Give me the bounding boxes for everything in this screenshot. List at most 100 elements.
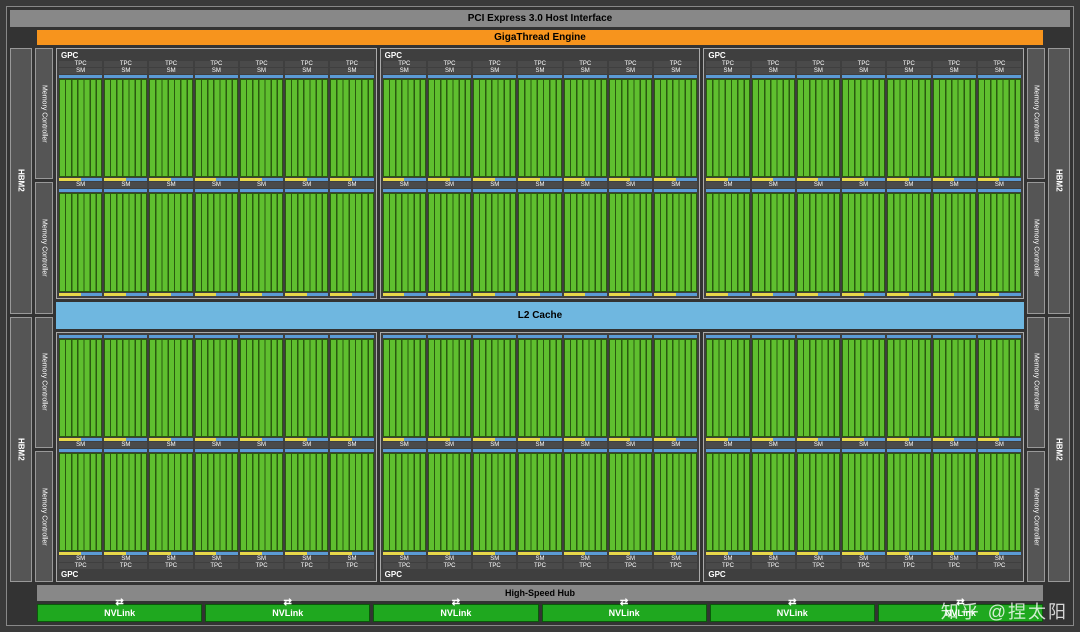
sm-row bbox=[706, 449, 1021, 555]
tpc-label: TPC bbox=[706, 61, 749, 67]
sm-label: SM bbox=[752, 68, 795, 74]
sm-cores bbox=[518, 453, 561, 551]
sm-block bbox=[428, 189, 471, 295]
sm-label: SM bbox=[240, 442, 283, 448]
sm-block bbox=[473, 449, 516, 555]
sm-cache-row bbox=[564, 438, 607, 441]
sm-dispatch bbox=[240, 189, 283, 192]
sm-block bbox=[518, 75, 561, 181]
sm-cache-row bbox=[59, 178, 102, 181]
sm-label: SM bbox=[887, 442, 930, 448]
sm-cache-row bbox=[797, 293, 840, 296]
sm-label: SM bbox=[842, 442, 885, 448]
sm-row bbox=[383, 335, 698, 441]
sm-label: SM bbox=[240, 556, 283, 562]
sm-block bbox=[752, 189, 795, 295]
sm-cache-row bbox=[978, 438, 1021, 441]
sm-dispatch bbox=[518, 449, 561, 452]
sm-block bbox=[842, 335, 885, 441]
sm-label: SM bbox=[518, 182, 561, 188]
sm-block bbox=[285, 335, 328, 441]
gpc-label: GPC bbox=[59, 51, 374, 60]
sm-dispatch bbox=[842, 75, 885, 78]
nvlink-block: NVLink bbox=[373, 604, 538, 622]
sm-block bbox=[797, 335, 840, 441]
memory-controller: Memory Controller bbox=[1027, 317, 1045, 448]
sm-cache-row bbox=[59, 293, 102, 296]
sm-cache-row bbox=[59, 438, 102, 441]
sm-label: SM bbox=[654, 68, 697, 74]
hbm-block: HBM2 bbox=[1048, 48, 1070, 314]
gpc-label: GPC bbox=[706, 570, 1021, 579]
sm-label: SM bbox=[609, 182, 652, 188]
tpc-label: TPC bbox=[609, 563, 652, 569]
sm-cores bbox=[654, 79, 697, 177]
sm-cache-row bbox=[285, 552, 328, 555]
sm-cores bbox=[330, 339, 373, 437]
sm-block bbox=[59, 449, 102, 555]
tpc-label: TPC bbox=[285, 61, 328, 67]
nvlink-row: NVLinkNVLinkNVLinkNVLinkNVLinkNVLink bbox=[37, 604, 1043, 622]
tpc-label: TPC bbox=[473, 563, 516, 569]
sm-dispatch bbox=[473, 75, 516, 78]
sm-block bbox=[752, 75, 795, 181]
sm-cache-row bbox=[195, 438, 238, 441]
sm-dispatch bbox=[518, 189, 561, 192]
sm-block bbox=[609, 335, 652, 441]
sm-row bbox=[59, 449, 374, 555]
sm-cores bbox=[706, 453, 749, 551]
sm-cache-row bbox=[383, 438, 426, 441]
sm-block bbox=[887, 189, 930, 295]
sm-dispatch bbox=[887, 335, 930, 338]
sm-label: SM bbox=[842, 182, 885, 188]
sm-label: SM bbox=[330, 556, 373, 562]
sm-label: SM bbox=[383, 556, 426, 562]
sm-block bbox=[428, 449, 471, 555]
sm-label: SM bbox=[383, 68, 426, 74]
sm-label: SM bbox=[149, 68, 192, 74]
sm-cache-row bbox=[240, 438, 283, 441]
sm-cache-row bbox=[752, 178, 795, 181]
sm-cores bbox=[842, 339, 885, 437]
sm-cores bbox=[654, 339, 697, 437]
sm-cache-row bbox=[842, 293, 885, 296]
sm-cache-row bbox=[564, 552, 607, 555]
sm-cache-row bbox=[473, 552, 516, 555]
sm-cores bbox=[330, 453, 373, 551]
sm-label: SM bbox=[609, 442, 652, 448]
memctrl-left-column: Memory ControllerMemory ControllerMemory… bbox=[35, 48, 53, 582]
sm-label: SM bbox=[330, 182, 373, 188]
sm-dispatch bbox=[59, 75, 102, 78]
nvlink-block: NVLink bbox=[542, 604, 707, 622]
sm-dispatch bbox=[518, 335, 561, 338]
sm-cache-row bbox=[149, 178, 192, 181]
hbm-block: HBM2 bbox=[1048, 317, 1070, 583]
sm-label: SM bbox=[978, 556, 1021, 562]
sm-block bbox=[285, 75, 328, 181]
sm-dispatch bbox=[978, 189, 1021, 192]
sm-label: SM bbox=[797, 442, 840, 448]
sm-row bbox=[383, 189, 698, 295]
sm-block bbox=[149, 189, 192, 295]
memory-controller: Memory Controller bbox=[1027, 48, 1045, 179]
sm-cache-row bbox=[564, 178, 607, 181]
sm-cores bbox=[104, 339, 147, 437]
sm-dispatch bbox=[195, 189, 238, 192]
sm-dispatch bbox=[842, 189, 885, 192]
sm-label: SM bbox=[149, 556, 192, 562]
sm-cache-row bbox=[285, 293, 328, 296]
sm-dispatch bbox=[330, 75, 373, 78]
sm-cores bbox=[240, 193, 283, 291]
sm-dispatch bbox=[654, 189, 697, 192]
sm-dispatch bbox=[564, 449, 607, 452]
sm-dispatch bbox=[285, 189, 328, 192]
sm-block bbox=[473, 75, 516, 181]
sm-block bbox=[564, 75, 607, 181]
sm-dispatch bbox=[285, 335, 328, 338]
sm-dispatch bbox=[104, 335, 147, 338]
sm-cache-row bbox=[149, 293, 192, 296]
sm-block bbox=[564, 449, 607, 555]
sm-cores bbox=[706, 339, 749, 437]
sm-dispatch bbox=[752, 75, 795, 78]
memory-controller: Memory Controller bbox=[35, 451, 53, 582]
